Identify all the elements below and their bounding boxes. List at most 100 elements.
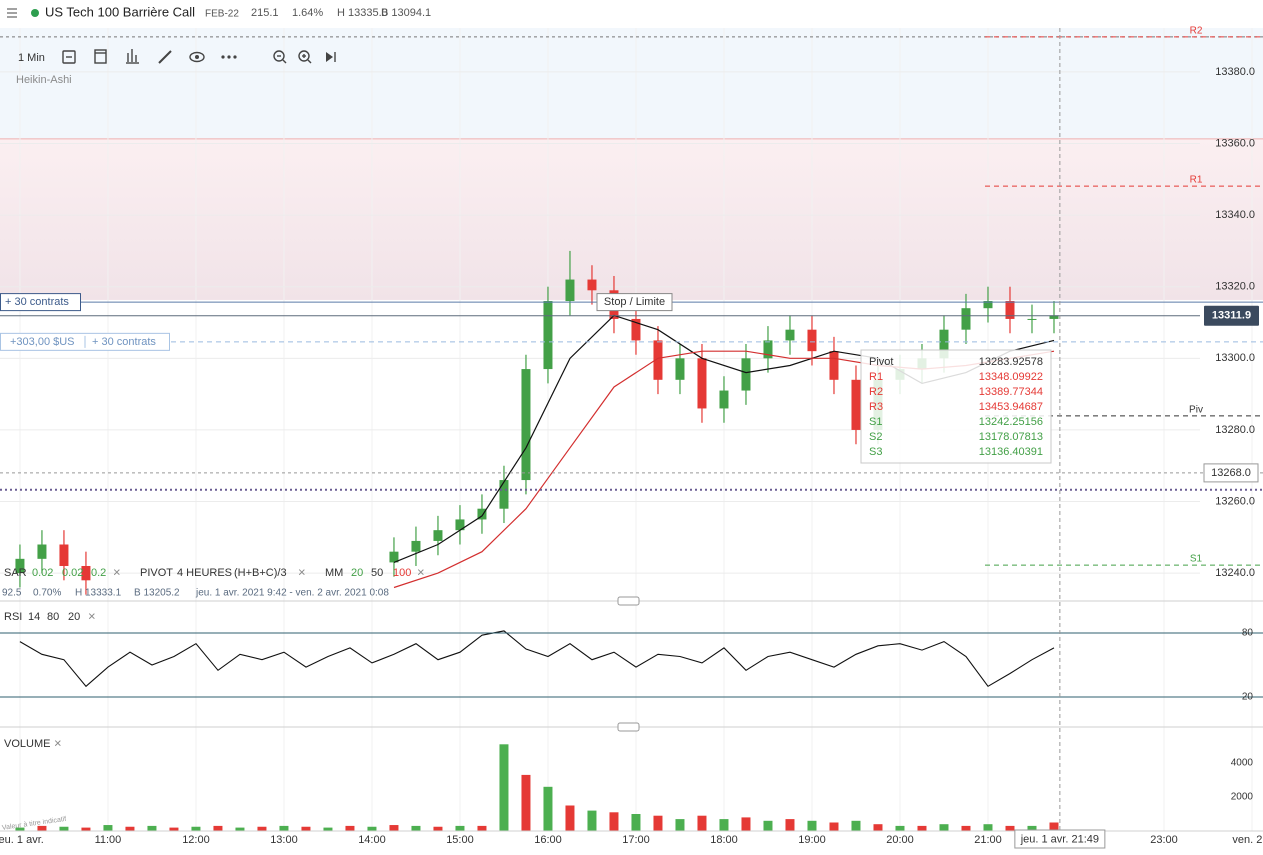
- scroll-end-button[interactable]: [326, 52, 336, 62]
- resize-handle[interactable]: [617, 596, 640, 606]
- candle-body: [433, 530, 443, 541]
- volume-plot: [15, 744, 1059, 831]
- more-button[interactable]: [221, 55, 237, 59]
- zoom-in-button[interactable]: [298, 50, 312, 64]
- remove-indicator[interactable]: ×: [54, 735, 62, 750]
- candle-body: [785, 329, 795, 341]
- volume-bar: [345, 825, 355, 831]
- header: US Tech 100 Barrière Call FEB-22 215.1 1…: [7, 4, 431, 20]
- remove-indicator[interactable]: ×: [298, 564, 306, 579]
- summary-change: 92.5: [2, 588, 22, 599]
- pivot-row-name: S2: [869, 431, 882, 443]
- volume-bar: [499, 744, 509, 831]
- chart-type-button[interactable]: [94, 49, 107, 64]
- y-tick-label: 13260.0: [1215, 495, 1255, 507]
- mm-param: 50: [371, 567, 383, 579]
- candle-body: [807, 329, 817, 352]
- volume-bar: [807, 820, 817, 831]
- y-tick-label: 13280.0: [1215, 424, 1255, 436]
- low: B 13094.1: [381, 7, 431, 19]
- volume-bar: [367, 826, 377, 831]
- zoom-out-button[interactable]: [273, 50, 287, 64]
- volume-bar: [653, 815, 663, 831]
- volume-bar: [829, 822, 839, 831]
- remove-indicator[interactable]: ×: [417, 564, 425, 579]
- crosshair-label: jeu. 1 avr. 21:49: [1020, 833, 1099, 845]
- background-layer: [0, 28, 1263, 831]
- draw-button[interactable]: [158, 50, 172, 64]
- volume-bar: [213, 825, 223, 831]
- volume-bar: [279, 825, 289, 831]
- x-tick-label: 21:00: [974, 834, 1002, 846]
- candle-body: [477, 508, 487, 520]
- pivot-row-value: 13178.07813: [979, 431, 1043, 443]
- volume-bar: [1005, 825, 1015, 831]
- pivot-row-value: 13242.25156: [979, 416, 1043, 428]
- pivot-period: 4 HEURES: [177, 567, 232, 579]
- candle-body: [675, 358, 685, 380]
- x-tick-label: 23:00: [1150, 834, 1178, 846]
- sar-param: 0.02: [32, 567, 53, 579]
- y-tick-label: 13340.0: [1215, 209, 1255, 221]
- rsi-name: RSI: [4, 611, 22, 623]
- candle-body: [565, 279, 575, 302]
- candle-body: [15, 558, 25, 574]
- position-box: [0, 293, 81, 312]
- view-button[interactable]: [189, 51, 205, 63]
- candle-body: [763, 340, 773, 359]
- resize-handle[interactable]: [617, 722, 640, 732]
- candle-body: [697, 358, 707, 409]
- rsi-param: 20: [68, 611, 80, 623]
- x-tick-label: 19:00: [798, 834, 826, 846]
- marker-label: 13268.0: [1211, 467, 1251, 479]
- volume-bar: [873, 824, 883, 831]
- pivot-row-value: 13389.77344: [979, 386, 1043, 398]
- volume-bar: [15, 827, 25, 831]
- mm-param: 100: [393, 567, 411, 579]
- indicator-legend: SAR 0.02 0.02 0.2 × PIVOT 4 HEURES (H+B+…: [2, 564, 425, 750]
- candle-body: [59, 544, 69, 566]
- candle-body: [521, 369, 531, 481]
- stop-zone: [0, 138, 1263, 300]
- candle-body: [961, 308, 971, 330]
- volume-bar: [785, 819, 795, 831]
- bar-button[interactable]: [126, 49, 139, 64]
- volume-bar: [719, 819, 729, 831]
- y-tick-label: 13240.0: [1215, 567, 1255, 579]
- menu-icon[interactable]: [7, 8, 17, 18]
- volume-bar: [961, 825, 971, 831]
- change: 215.1: [251, 7, 279, 19]
- pivot-line-label: Piv: [1189, 405, 1203, 416]
- volume-bar: [433, 826, 443, 831]
- rsi-plot: [19, 630, 1055, 688]
- x-tick-label: 18:00: [710, 834, 738, 846]
- volume-bar: [741, 817, 751, 831]
- remove-indicator[interactable]: ×: [113, 564, 121, 579]
- info-zone: [0, 28, 1263, 139]
- candle-body: [719, 390, 729, 409]
- candle-body: [939, 329, 949, 359]
- indicator-button[interactable]: [62, 50, 76, 64]
- pivot-line-label: R2: [1190, 26, 1203, 37]
- candle-body: [499, 480, 509, 509]
- remove-indicator[interactable]: ×: [88, 608, 96, 623]
- pnl-quantity: + 30 contrats: [92, 336, 156, 348]
- volume-bar: [103, 825, 113, 831]
- volume-bar: [235, 827, 245, 831]
- interval-button[interactable]: 1 Min: [18, 52, 45, 64]
- volume-tick-label: 4000: [1231, 758, 1254, 769]
- candle-body: [631, 318, 641, 341]
- volume-name: VOLUME: [4, 738, 50, 750]
- rsi-param: 80: [47, 611, 59, 623]
- volume-bar: [565, 805, 575, 831]
- volume-bar: [697, 815, 707, 831]
- pnl-amount: +303,00 $US: [10, 336, 75, 348]
- status-dot: [31, 9, 39, 17]
- volume-bar: [675, 819, 685, 831]
- pivot-name: PIVOT: [140, 567, 173, 579]
- volume-bar: [191, 826, 201, 831]
- x-tick-label: 16:00: [534, 834, 562, 846]
- volume-bar: [939, 824, 949, 831]
- volume-bar: [631, 814, 641, 831]
- volume-bar: [851, 820, 861, 831]
